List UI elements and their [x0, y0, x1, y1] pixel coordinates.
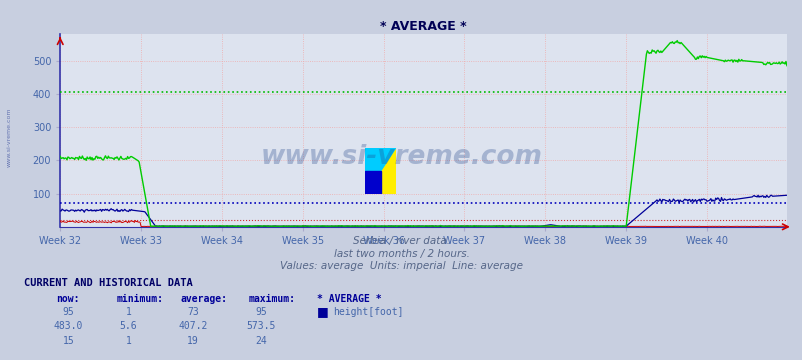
Text: average:: average: — [180, 294, 228, 304]
Text: 573.5: 573.5 — [246, 321, 275, 332]
Text: 1: 1 — [125, 307, 132, 317]
Text: 24: 24 — [255, 336, 266, 346]
Text: Serbia / river data.: Serbia / river data. — [353, 236, 449, 246]
Text: www.si-vreme.com: www.si-vreme.com — [7, 107, 12, 167]
Text: 5.6: 5.6 — [119, 321, 137, 332]
Text: 407.2: 407.2 — [178, 321, 207, 332]
Text: ■: ■ — [317, 305, 329, 318]
Text: maximum:: maximum: — [249, 294, 296, 304]
Polygon shape — [365, 148, 395, 194]
Text: * AVERAGE *: * AVERAGE * — [317, 294, 381, 304]
Text: www.si-vreme.com: www.si-vreme.com — [260, 144, 542, 170]
Text: CURRENT AND HISTORICAL DATA: CURRENT AND HISTORICAL DATA — [24, 278, 192, 288]
Text: 19: 19 — [187, 336, 198, 346]
Text: 1: 1 — [125, 336, 132, 346]
Text: height[foot]: height[foot] — [333, 307, 403, 317]
Title: * AVERAGE *: * AVERAGE * — [380, 20, 466, 33]
Text: 483.0: 483.0 — [54, 321, 83, 332]
Bar — [365, 171, 380, 194]
Text: Values: average  Units: imperial  Line: average: Values: average Units: imperial Line: av… — [280, 261, 522, 271]
Text: 15: 15 — [63, 336, 74, 346]
Text: minimum:: minimum: — [116, 294, 164, 304]
Text: 73: 73 — [187, 307, 198, 317]
Text: now:: now: — [56, 294, 79, 304]
Text: 95: 95 — [255, 307, 266, 317]
Polygon shape — [365, 148, 395, 194]
Text: last two months / 2 hours.: last two months / 2 hours. — [333, 249, 469, 259]
Text: 95: 95 — [63, 307, 74, 317]
